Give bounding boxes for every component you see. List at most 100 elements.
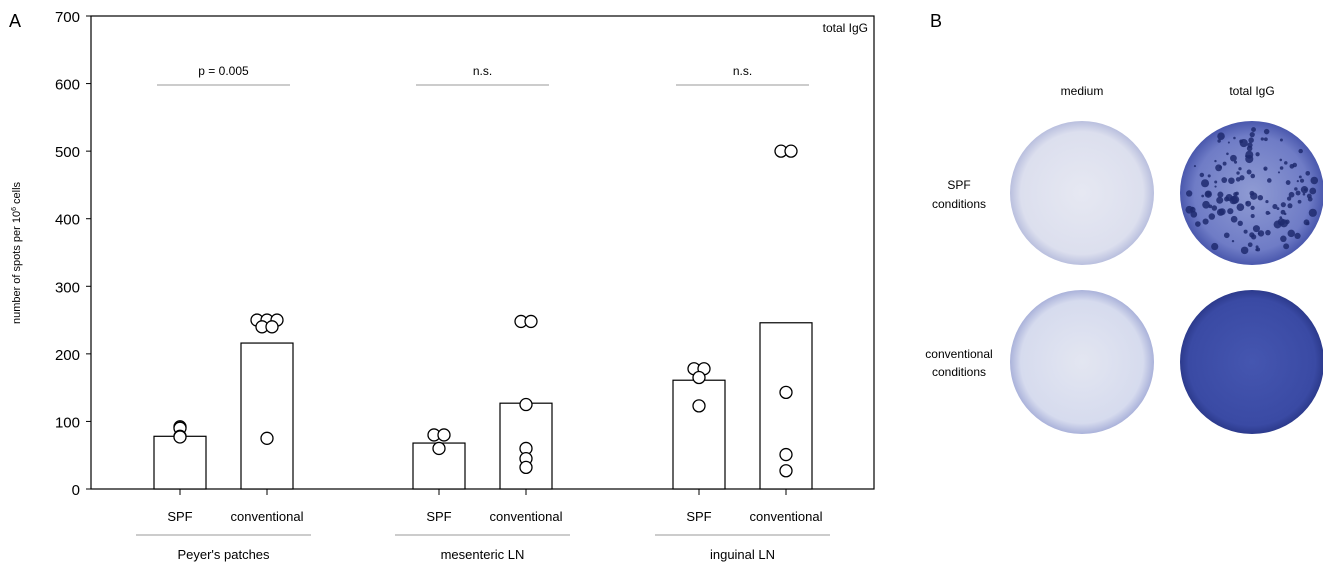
spot (1286, 196, 1292, 201)
spot (1250, 205, 1255, 211)
well-spf-total-igg (1180, 121, 1323, 265)
spot (1222, 161, 1227, 166)
data-point (779, 385, 793, 400)
spot (1191, 206, 1194, 210)
elispot-wells: medium total IgG SPF conditions conventi… (925, 84, 1323, 434)
spot (1233, 192, 1238, 197)
spot (1299, 178, 1305, 183)
column-label-total-igg: total IgG (1229, 84, 1274, 98)
spot (1256, 247, 1261, 252)
spot (1245, 150, 1254, 159)
spot (1287, 203, 1293, 209)
spot (1202, 218, 1209, 225)
data-point (432, 441, 446, 456)
spot (1230, 215, 1238, 223)
spot (1235, 177, 1241, 182)
spot (1257, 230, 1265, 237)
spot (1245, 155, 1248, 158)
bars (153, 322, 813, 490)
spot (1294, 187, 1298, 191)
spot (1280, 202, 1286, 208)
data-point (692, 399, 706, 413)
significance-label: n.s. (473, 64, 492, 78)
spot (1208, 213, 1216, 220)
spot (1211, 242, 1219, 251)
spot (1199, 172, 1205, 178)
spot (1265, 199, 1269, 204)
spot (1201, 194, 1205, 198)
significance-label: p = 0.005 (198, 64, 249, 78)
data-point (173, 430, 187, 444)
spot (1240, 246, 1249, 255)
spot (1250, 173, 1256, 179)
bar (672, 379, 726, 490)
spot (1246, 169, 1252, 175)
spot (1260, 137, 1264, 141)
spot (1237, 220, 1243, 226)
spot (1247, 142, 1253, 148)
group-label: Peyer's patches (177, 547, 270, 562)
spot (1265, 229, 1271, 236)
spot (1251, 127, 1256, 132)
x-tick-label: SPF (167, 509, 192, 524)
data-points (173, 144, 798, 478)
x-tick-label: conventional (231, 509, 304, 524)
spot (1202, 200, 1210, 209)
spot (1263, 137, 1268, 142)
panel-label-b: B (930, 11, 942, 31)
spot (1236, 203, 1245, 211)
spot (1195, 221, 1201, 227)
spot (1283, 212, 1287, 216)
row-label-conventional-line2: conditions (932, 365, 986, 379)
bar (759, 322, 813, 490)
spot (1283, 243, 1290, 250)
spot (1292, 162, 1297, 168)
spot (1277, 171, 1281, 174)
spot (1247, 242, 1253, 248)
spot (1230, 154, 1237, 162)
spot (1249, 232, 1255, 238)
y-axis-label: number of spots per 106 cells (11, 181, 23, 324)
x-tick-label: SPF (426, 509, 451, 524)
spot (1227, 141, 1230, 144)
spot (1250, 214, 1255, 219)
spot (1214, 159, 1217, 163)
row-label-spf-line2: conditions (932, 197, 986, 211)
spot (1248, 137, 1254, 143)
well-conventional-total-igg (1180, 290, 1323, 434)
spot (1288, 191, 1295, 198)
spot (1310, 176, 1319, 185)
data-point (265, 320, 279, 334)
data-point (519, 460, 533, 475)
spot (1279, 138, 1283, 142)
spot (1252, 225, 1260, 233)
x-tick-label: conventional (490, 509, 563, 524)
corner-label: total IgG (823, 21, 868, 35)
bar-chart: total IgG number of spots per 106 cells … (11, 9, 875, 562)
row-label-spf-line1: SPF (947, 178, 970, 192)
spot (1285, 180, 1291, 185)
spot (1276, 207, 1280, 211)
spot (1231, 195, 1240, 204)
data-point (692, 370, 706, 385)
spot (1263, 166, 1268, 171)
spot (1217, 132, 1225, 140)
row-label-conventional-line1: conventional (925, 347, 992, 361)
spot (1294, 232, 1301, 240)
spot (1272, 204, 1278, 210)
data-point (779, 447, 793, 462)
y-tick-label: 500 (55, 144, 80, 161)
spot (1298, 175, 1302, 179)
bar (240, 342, 294, 490)
spot (1308, 208, 1317, 217)
well-conventional-medium (1010, 290, 1154, 434)
spot (1295, 190, 1301, 196)
panel-label-a: A (9, 11, 21, 31)
y-tick-label: 600 (55, 77, 80, 94)
spot (1207, 174, 1211, 178)
spot (1263, 128, 1270, 135)
bar (153, 435, 207, 490)
spot (1233, 136, 1236, 140)
spot (1249, 132, 1255, 138)
spot (1265, 210, 1270, 215)
